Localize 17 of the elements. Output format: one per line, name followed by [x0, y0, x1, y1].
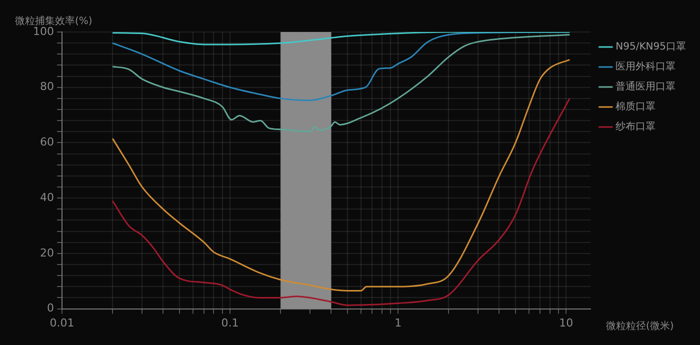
y-axis-title: 微粒捕集效率(%)	[15, 14, 92, 27]
y-tick-label: 80	[40, 80, 54, 94]
legend-label: 棉质口罩	[616, 100, 656, 113]
y-tick-label: 100	[32, 24, 54, 38]
x-tick-label: 0.1	[221, 316, 239, 330]
y-tick-label: 0	[46, 302, 54, 315]
x-axis-title: 微粒粒径(微米)	[606, 320, 674, 333]
x-tick-label: 10	[559, 316, 574, 330]
legend-label: N95/KN95口罩	[616, 40, 686, 53]
legend-label: 普通医用口罩	[616, 80, 676, 93]
y-tick-label: 60	[40, 136, 54, 149]
y-tick-label: 40	[40, 190, 54, 204]
legend-label: 医用外科口罩	[616, 60, 676, 73]
x-tick-label: 1	[394, 316, 402, 330]
y-tick-label: 20	[40, 246, 54, 260]
legend-label: 纱布口罩	[616, 120, 656, 133]
x-tick-label: 0.01	[50, 316, 74, 330]
